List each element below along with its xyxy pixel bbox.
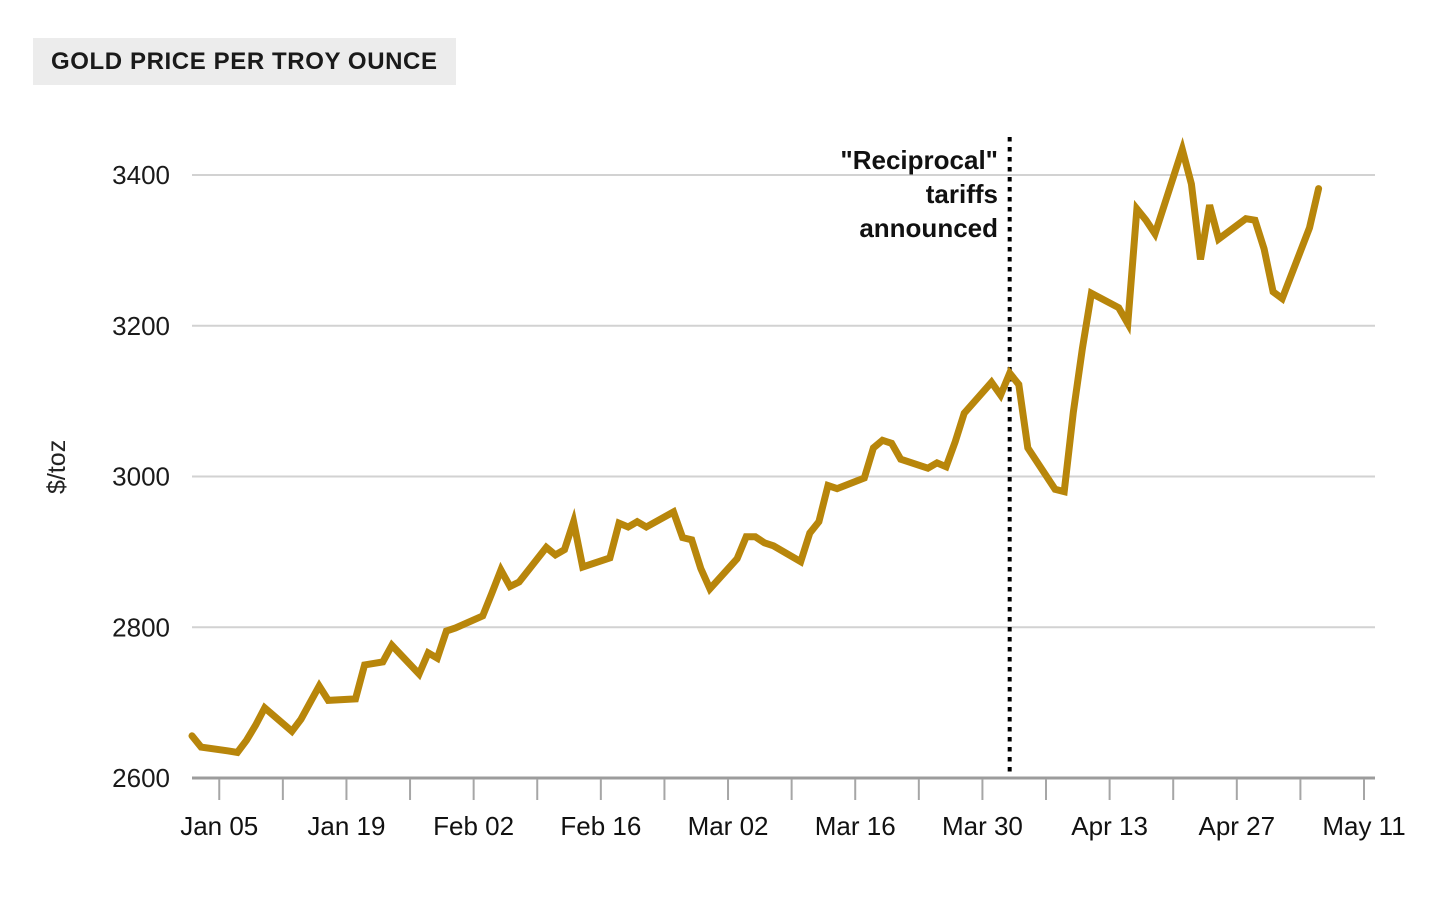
event-annotation-line2: tariffs bbox=[925, 179, 998, 209]
y-tick-label: 2800 bbox=[112, 612, 170, 642]
x-tick-label: Jan 05 bbox=[180, 811, 258, 841]
y-axis-title: $/toz bbox=[43, 439, 71, 494]
x-tick-label: Mar 16 bbox=[815, 811, 896, 841]
x-tick-label: Apr 27 bbox=[1199, 811, 1276, 841]
x-tick-label: Apr 13 bbox=[1071, 811, 1148, 841]
x-tick-label: May 11 bbox=[1322, 811, 1405, 841]
chart-title: GOLD PRICE PER TROY OUNCE bbox=[51, 47, 438, 75]
x-tick-label: Mar 02 bbox=[688, 811, 769, 841]
event-annotation-line3: announced bbox=[859, 213, 998, 243]
y-tick-label: 3000 bbox=[112, 462, 170, 492]
y-tick-label: 2600 bbox=[112, 763, 170, 793]
y-tick-label: 3200 bbox=[112, 311, 170, 341]
event-annotation: "Reciprocal" tariffs announced bbox=[840, 143, 998, 245]
gold-price-line bbox=[188, 136, 1323, 757]
chart-title-box: GOLD PRICE PER TROY OUNCE bbox=[33, 38, 456, 85]
event-annotation-line1: "Reciprocal" bbox=[840, 145, 998, 175]
x-tick-label: Jan 19 bbox=[307, 811, 385, 841]
x-tick-label: Mar 30 bbox=[942, 811, 1023, 841]
x-tick-label: Feb 02 bbox=[433, 811, 514, 841]
y-tick-label: 3400 bbox=[112, 160, 170, 190]
x-tick-label: Feb 16 bbox=[560, 811, 641, 841]
